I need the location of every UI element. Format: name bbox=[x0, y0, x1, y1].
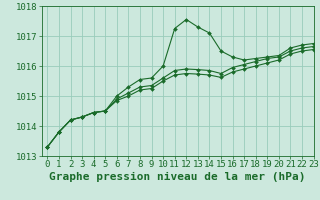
X-axis label: Graphe pression niveau de la mer (hPa): Graphe pression niveau de la mer (hPa) bbox=[49, 172, 306, 182]
